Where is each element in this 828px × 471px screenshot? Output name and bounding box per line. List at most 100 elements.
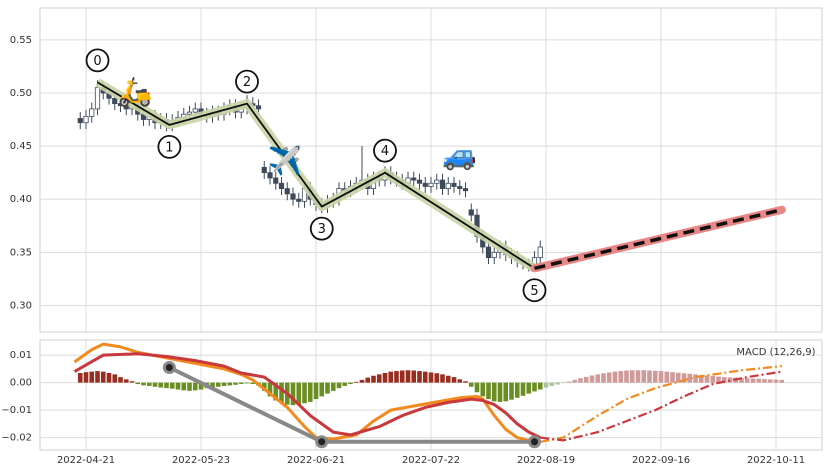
macd-histogram-bar [658,371,664,383]
macd-wave-point [162,361,176,374]
macd-histogram-bar [198,382,204,390]
macd-histogram-bar [267,382,273,397]
macd-histogram-bar [474,382,480,393]
macd-histogram-bar [123,379,129,383]
macd-histogram-bar [612,371,618,383]
candle-body [94,87,101,110]
macd-histogram-bar [359,379,365,383]
x-tick-label: 2022-05-23 [172,455,230,466]
macd-histogram-bar [451,377,457,383]
annotation-icon: 🚙 [442,139,477,172]
macd-histogram-bar [169,382,175,389]
macd-projection-line [540,370,782,442]
wave-label-circle [157,134,182,159]
wave-label: 2 [243,75,251,90]
macd-histogram-bar [583,376,589,383]
macd-histogram-bar [486,382,491,400]
macd-histogram-bar [325,382,330,394]
macd-histogram-bar [503,382,509,402]
macd-histogram-bar [422,371,428,383]
macd-histogram-bar [606,372,612,383]
candle-body [290,193,296,200]
candle-body [273,177,279,184]
candle-body [434,179,440,184]
candle-body [267,172,273,179]
macd-histogram-bar [307,382,313,402]
macd-histogram-bar [279,382,284,404]
macd-histogram-bar [411,370,417,383]
macd-histogram-bar [624,370,629,383]
macd-histogram-bar [779,379,785,383]
macd-histogram-bar [296,382,302,405]
macd-histogram-bar [457,379,463,383]
macd-histogram-bar [319,382,325,397]
macd-histogram-bar [652,370,658,383]
macd-wave-line [167,365,537,444]
macd-histogram-bar [215,382,221,387]
candle-body [537,246,543,259]
candle-body [117,103,124,107]
macd-line [73,352,541,439]
macd-histogram-bar [353,381,359,383]
wave-label-circle [309,216,334,241]
macd-histogram-bar [773,379,779,383]
candle-body [411,177,417,181]
macd-wave-point [315,435,329,449]
macd-histogram-bar [704,375,710,383]
macd-histogram-bar [687,373,693,383]
candle-body [462,188,469,192]
macd-histogram-bar [330,382,336,391]
candle-body [123,105,129,110]
candle-body [428,182,434,187]
macd-histogram-bar [560,382,566,384]
macd-histogram-bar [129,381,135,383]
candle-body [255,105,262,110]
candle-body [77,118,83,124]
wave-label-circle [235,69,259,94]
macd-histogram-bar [164,382,169,389]
macd-histogram-bar [480,382,486,397]
macd-histogram-bar [566,381,572,383]
y-tick-label: −0.02 [1,433,32,444]
macd-histogram-bar [767,379,773,383]
candle-body [192,108,198,113]
macd-histogram-bar [681,373,687,383]
macd-histogram-bar [497,382,503,402]
macd-histogram-bar [388,371,394,383]
macd-histogram-bar [221,382,227,386]
candle-body [445,182,451,189]
macd-histogram-bar [647,370,652,383]
macd-histogram-bar [578,378,583,383]
macd-histogram-bar [549,382,555,386]
macd-histogram-bar [468,382,474,387]
macd-histogram-bar [601,373,606,383]
candle-body [261,166,267,174]
y-tick-label: 0.50 [10,88,32,99]
macd-histogram-bar [152,382,158,387]
candle-body [485,246,492,259]
x-tick-label: 2022-07-22 [402,455,460,466]
y-tick-label: 0.55 [10,35,32,46]
x-tick-label: 2022-08-19 [517,455,575,466]
macd-histogram-bar [698,374,704,383]
macd-histogram-bar [635,370,641,383]
macd-histogram-bar [158,382,164,388]
wave-label-circle [373,138,397,163]
macd-projection-line [540,365,782,443]
macd-histogram-bar [756,378,762,383]
macd-histogram-bar [543,382,549,388]
wave-label: 5 [530,284,538,299]
macd-histogram-bar [365,377,371,383]
macd-histogram-bar [440,374,445,383]
macd-histogram-bar [313,382,319,400]
macd-histogram-bar [95,371,100,383]
macd-histogram-bar [710,376,716,383]
macd-histogram-bar [233,382,238,385]
candle-body [83,115,89,124]
macd-histogram-bar [727,377,733,383]
wave-label: 3 [318,222,326,237]
macd-histogram-bar [716,376,721,383]
macd-histogram-bar [399,370,405,383]
macd-histogram-bar [428,372,434,383]
y-tick-label: 0.00 [10,378,32,389]
